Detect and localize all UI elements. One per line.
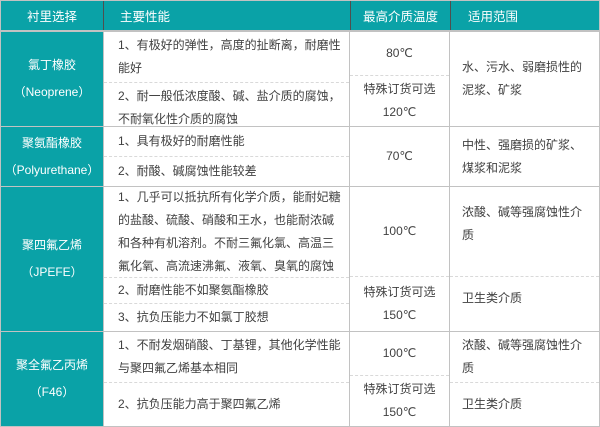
header-temperature: 最高介质温度: [351, 1, 451, 30]
range-value: 卫生类介质: [450, 382, 599, 426]
range-value: 卫生类介质: [450, 276, 599, 331]
material-name: 聚氨酯橡胶: [21, 135, 82, 150]
material-name: 聚全氟乙丙烯: [15, 358, 88, 372]
performance-item: 2、耐酸、碱腐蚀性能较差: [104, 156, 349, 186]
table-row-f46: 聚全氟乙丙烯 （F46） 1、不耐发烟硝酸、丁基锂，其他化学性能与聚四氟乙烯基本…: [1, 331, 599, 426]
table-row-neoprene: 氯丁橡胶 （Neoprene） 1、有极好的弹性，高度的扯断离，耐磨性能好 2、…: [1, 31, 599, 126]
performance-item: 1、有极好的弹性，高度的扯断离，耐磨性能好: [118, 38, 341, 75]
temperature-cell: 70℃: [350, 127, 450, 186]
performance-item: 2、耐一般低浓度酸、碱、盐介质的腐蚀，不耐氧化性介质的腐蚀: [104, 82, 349, 133]
material-cell: 聚氨酯橡胶 （Polyurethane）: [1, 127, 104, 186]
performance-item: 1、几乎可以抵抗所有化学介质，能耐妃糖的盐酸、硫酸、硝酸和王水，也能耐浓碱和各种…: [118, 190, 341, 273]
range-value: 浓酸、碱等强腐蚀性介质: [462, 338, 583, 375]
temperature-value: 80℃: [386, 46, 413, 60]
material-cell: 聚四氟乙烯 （JPEFE）: [1, 187, 104, 331]
range-cell: 水、污水、弱磨损性的泥浆、矿浆: [450, 32, 599, 126]
temperature-cell: 100℃ 特殊订货可选 150℃: [350, 332, 450, 426]
temperature-value: 特殊订货可选 150℃: [350, 375, 449, 426]
material-name-en: （JPEFE）: [21, 265, 83, 279]
table-header-row: 衬里选择 主要性能 最高介质温度 适用范围: [1, 1, 599, 31]
performance-item: 2、抗负压能力高于聚四氟乙烯: [104, 382, 349, 426]
material-name-en: （Neoprene）: [13, 85, 91, 99]
header-performance: 主要性能: [104, 1, 351, 30]
performance-item: 3、抗负压能力不如氯丁胶想: [104, 303, 349, 331]
temperature-value: 100℃: [382, 346, 417, 360]
header-range: 适用范围: [468, 10, 519, 24]
temperature-cell: 100℃ 特殊订货可选 150℃: [350, 187, 450, 331]
range-value: 水、污水、弱磨损性的泥浆、矿浆: [462, 60, 583, 97]
temperature-cell: 80℃ 特殊订货可选 120℃: [350, 32, 450, 126]
table-row-ptfe: 聚四氟乙烯 （JPEFE） 1、几乎可以抵抗所有化学介质，能耐妃糖的盐酸、硫酸、…: [1, 186, 599, 331]
performance-cell: 1、几乎可以抵抗所有化学介质，能耐妃糖的盐酸、硫酸、硝酸和王水，也能耐浓碱和各种…: [104, 187, 350, 331]
temperature-value: 特殊订货可选 150℃: [350, 276, 449, 331]
performance-item: 2、耐磨性能不如聚氨酯橡胶: [104, 277, 349, 303]
material-cell: 聚全氟乙丙烯 （F46）: [1, 332, 104, 426]
range-value: 中性、强磨损的矿浆、煤浆和泥浆: [462, 137, 583, 175]
range-value: 浓酸、碱等强腐蚀性介质: [462, 205, 583, 242]
range-cell: 中性、强磨损的矿浆、煤浆和泥浆: [450, 127, 599, 186]
material-cell: 氯丁橡胶 （Neoprene）: [1, 32, 104, 126]
material-name: 氯丁橡胶: [27, 58, 76, 72]
material-name-en: （F46）: [29, 385, 75, 399]
table-row-polyurethane: 聚氨酯橡胶 （Polyurethane） 1、具有极好的耐磨性能 2、耐酸、碱腐…: [1, 126, 599, 186]
performance-cell: 1、有极好的弹性，高度的扯断离，耐磨性能好 2、耐一般低浓度酸、碱、盐介质的腐蚀…: [104, 32, 350, 126]
temperature-value: 100℃: [382, 224, 417, 239]
temperature-value: 70℃: [386, 149, 413, 163]
performance-item: 1、具有极好的耐磨性能: [118, 134, 245, 148]
material-name: 聚四氟乙烯: [21, 238, 82, 252]
header-lining: 衬里选择: [1, 1, 104, 30]
performance-cell: 1、具有极好的耐磨性能 2、耐酸、碱腐蚀性能较差: [104, 127, 350, 186]
performance-item: 1、不耐发烟硝酸、丁基锂，其他化学性能与聚四氟乙烯基本相同: [118, 338, 341, 375]
temperature-value: 特殊订货可选 120℃: [350, 75, 449, 126]
range-cell: 浓酸、碱等强腐蚀性介质 卫生类介质: [450, 187, 599, 331]
performance-cell: 1、不耐发烟硝酸、丁基锂，其他化学性能与聚四氟乙烯基本相同 2、抗负压能力高于聚…: [104, 332, 350, 426]
range-cell: 浓酸、碱等强腐蚀性介质 卫生类介质: [450, 332, 599, 426]
material-name-en: （Polyurethane）: [4, 162, 100, 177]
